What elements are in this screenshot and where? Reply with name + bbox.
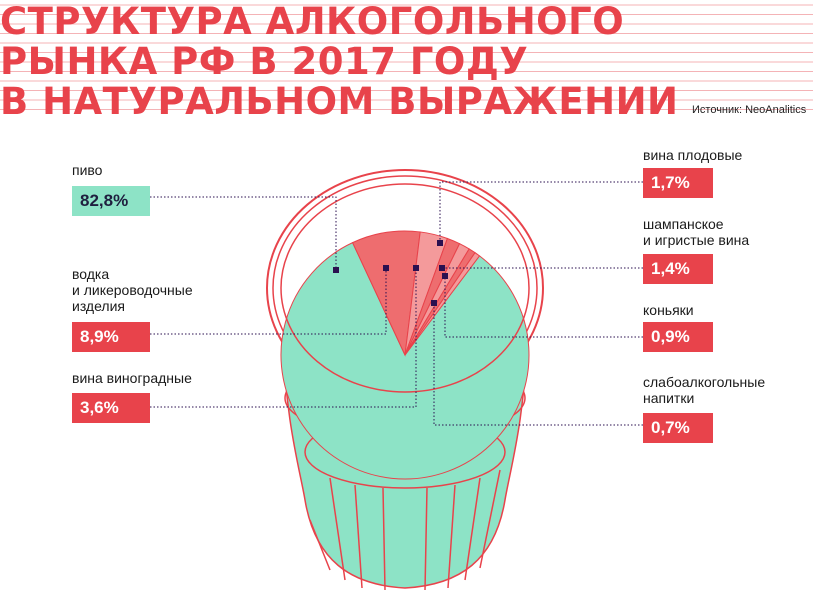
value-cognac: 0,9% (643, 322, 713, 352)
title-line-2: РЫНКА РФ В 2017 ГОДУ (0, 40, 529, 83)
title-line-1: СТРУКТУРА АЛКОГОЛЬНОГО (0, 0, 625, 43)
glass-flute (464, 477, 481, 581)
data-marker (437, 240, 443, 246)
leader-grape-wine (150, 268, 417, 408)
glass-flute (382, 487, 386, 591)
glass-flute (424, 487, 428, 591)
pie-slice-beer (280, 241, 530, 480)
glass-flute (329, 477, 346, 581)
glass-flute (309, 519, 331, 571)
data-marker (383, 265, 389, 271)
value-champagne: 1,4% (643, 254, 713, 284)
data-marker (442, 273, 448, 279)
label-grape-wine: вина виноградные (72, 370, 192, 386)
glass-flute (447, 484, 456, 589)
label-beer: пиво (72, 162, 103, 178)
leader-vodka (150, 268, 387, 335)
source-note: Источник: NeoAnalitics (692, 104, 807, 116)
data-marker (439, 265, 445, 271)
data-marker (431, 300, 437, 306)
label-champagne: шампанское и игристые вина (643, 216, 750, 248)
leader-fruit-wine (439, 181, 643, 243)
value-grape-wine: 3,6% (72, 393, 150, 423)
value-fruit-wine: 1,7% (643, 168, 713, 198)
value-vodka: 8,9% (72, 322, 150, 352)
label-cognac: коньяки (643, 302, 694, 318)
pie-chart (280, 183, 530, 480)
label-vodka: водка и ликероводочные изделия (72, 266, 193, 314)
data-marker (333, 267, 339, 273)
background-stripes (0, 4, 813, 110)
glass-flute (354, 484, 363, 589)
title-line-3: В НАТУРАЛЬНОМ ВЫРАЖЕНИИ (0, 80, 679, 123)
data-marker (413, 265, 419, 271)
leader-lines (150, 181, 643, 426)
glass-liquid-rim (280, 183, 530, 393)
pie-slice-low-alcohol (404, 251, 481, 356)
label-low-alcohol: слабоалкогольные напитки (643, 374, 766, 406)
leader-beer (150, 196, 337, 268)
leader-cognac (444, 276, 643, 338)
value-beer: 82,8% (72, 186, 150, 216)
label-fruit-wine: вина плодовые (643, 147, 743, 163)
value-low-alcohol: 0,7% (643, 413, 713, 443)
glass-flute (479, 469, 501, 569)
